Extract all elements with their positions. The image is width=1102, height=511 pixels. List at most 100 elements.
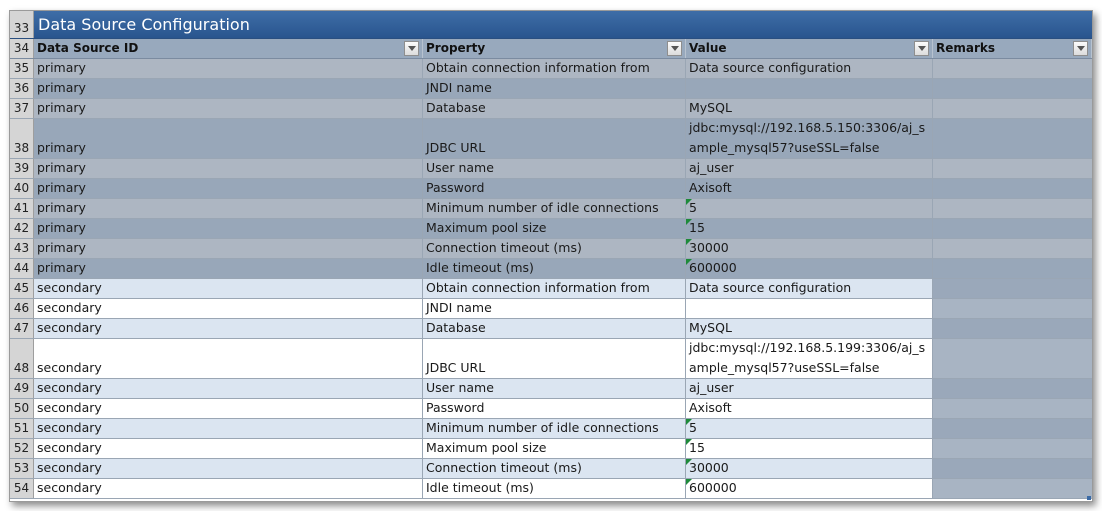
column-header-data-source-id[interactable]: Data Source ID [34,39,423,58]
cell-data-source-id[interactable]: secondary [34,339,423,378]
row-header[interactable]: 35 [10,59,34,78]
cell-data-source-id[interactable]: primary [34,259,423,278]
cell-value[interactable]: aj_user [686,379,933,398]
cell-property[interactable]: Database [423,99,686,118]
cell-property[interactable]: Obtain connection information from [423,59,686,78]
cell-value[interactable]: jdbc:mysql://192.168.5.150:3306/aj_sampl… [686,119,933,158]
cell-data-source-id[interactable]: primary [34,219,423,238]
row-header[interactable]: 49 [10,379,34,398]
cell-value[interactable]: 600000 [686,259,933,278]
column-header-value[interactable]: Value [686,39,933,58]
cell-remarks[interactable] [933,459,1092,478]
row-header[interactable]: 40 [10,179,34,198]
row-header[interactable]: 44 [10,259,34,278]
cell-data-source-id[interactable]: primary [34,179,423,198]
cell-remarks[interactable] [933,99,1092,118]
error-indicator-icon[interactable] [686,259,692,265]
row-header[interactable]: 51 [10,419,34,438]
cell-remarks[interactable] [933,239,1092,258]
cell-value[interactable]: 5 [686,199,933,218]
cell-property[interactable]: JNDI name [423,299,686,318]
row-header[interactable]: 39 [10,159,34,178]
row-header[interactable]: 45 [10,279,34,298]
cell-data-source-id[interactable]: secondary [34,399,423,418]
cell-data-source-id[interactable]: primary [34,79,423,98]
cell-property[interactable]: Connection timeout (ms) [423,459,686,478]
cell-remarks[interactable] [933,159,1092,178]
cell-data-source-id[interactable]: secondary [34,279,423,298]
cell-property[interactable]: Database [423,319,686,338]
cell-remarks[interactable] [933,119,1092,158]
column-header-remarks[interactable]: Remarks [933,39,1092,58]
cell-property[interactable]: JDBC URL [423,339,686,378]
cell-property[interactable]: Idle timeout (ms) [423,479,686,498]
cell-remarks[interactable] [933,279,1092,298]
row-header[interactable]: 33 [10,11,34,38]
row-header[interactable]: 43 [10,239,34,258]
row-header[interactable]: 54 [10,479,34,498]
cell-value[interactable] [686,299,933,318]
cell-remarks[interactable] [933,199,1092,218]
cell-data-source-id[interactable]: primary [34,119,423,158]
error-indicator-icon[interactable] [686,479,692,485]
cell-data-source-id[interactable]: primary [34,239,423,258]
cell-property[interactable]: Obtain connection information from [423,279,686,298]
cell-property[interactable]: User name [423,379,686,398]
error-indicator-icon[interactable] [686,419,692,425]
row-header[interactable]: 42 [10,219,34,238]
cell-property[interactable]: Maximum pool size [423,219,686,238]
cell-data-source-id[interactable]: secondary [34,459,423,478]
error-indicator-icon[interactable] [686,219,692,225]
cell-property[interactable]: Minimum number of idle connections [423,199,686,218]
row-header[interactable]: 41 [10,199,34,218]
row-header[interactable]: 50 [10,399,34,418]
error-indicator-icon[interactable] [686,459,692,465]
cell-remarks[interactable] [933,339,1092,378]
filter-dropdown-icon[interactable] [667,41,682,56]
cell-remarks[interactable] [933,319,1092,338]
row-header[interactable]: 47 [10,319,34,338]
row-header[interactable]: 48 [10,339,34,378]
cell-remarks[interactable] [933,219,1092,238]
cell-value[interactable]: MySQL [686,99,933,118]
row-header[interactable]: 52 [10,439,34,458]
cell-data-source-id[interactable]: secondary [34,319,423,338]
resize-handle[interactable] [1087,496,1091,500]
cell-property[interactable]: Maximum pool size [423,439,686,458]
row-header[interactable]: 53 [10,459,34,478]
row-header[interactable]: 34 [10,39,34,58]
cell-value[interactable]: 15 [686,439,933,458]
row-header[interactable]: 37 [10,99,34,118]
table-title[interactable]: Data Source Configuration [38,15,250,34]
cell-data-source-id[interactable]: secondary [34,299,423,318]
cell-data-source-id[interactable]: secondary [34,479,423,498]
cell-data-source-id[interactable]: primary [34,199,423,218]
cell-remarks[interactable] [933,179,1092,198]
row-header[interactable]: 38 [10,119,34,158]
cell-property[interactable]: JNDI name [423,79,686,98]
error-indicator-icon[interactable] [686,439,692,445]
cell-remarks[interactable] [933,379,1092,398]
cell-value[interactable]: Data source configuration [686,279,933,298]
cell-property[interactable]: Idle timeout (ms) [423,259,686,278]
error-indicator-icon[interactable] [686,199,692,205]
cell-value[interactable]: 30000 [686,459,933,478]
cell-value[interactable]: 600000 [686,479,933,498]
cell-data-source-id[interactable]: primary [34,99,423,118]
cell-value[interactable]: Axisoft [686,179,933,198]
cell-value[interactable]: 15 [686,219,933,238]
cell-remarks[interactable] [933,79,1092,98]
cell-value[interactable]: Data source configuration [686,59,933,78]
cell-data-source-id[interactable]: secondary [34,379,423,398]
cell-data-source-id[interactable]: secondary [34,419,423,438]
cell-property[interactable]: Password [423,179,686,198]
cell-property[interactable]: JDBC URL [423,119,686,158]
row-header[interactable]: 46 [10,299,34,318]
cell-value[interactable]: 30000 [686,239,933,258]
cell-remarks[interactable] [933,259,1092,278]
cell-property[interactable]: User name [423,159,686,178]
cell-value[interactable]: aj_user [686,159,933,178]
cell-property[interactable]: Password [423,399,686,418]
cell-value[interactable] [686,79,933,98]
filter-dropdown-icon[interactable] [404,41,419,56]
